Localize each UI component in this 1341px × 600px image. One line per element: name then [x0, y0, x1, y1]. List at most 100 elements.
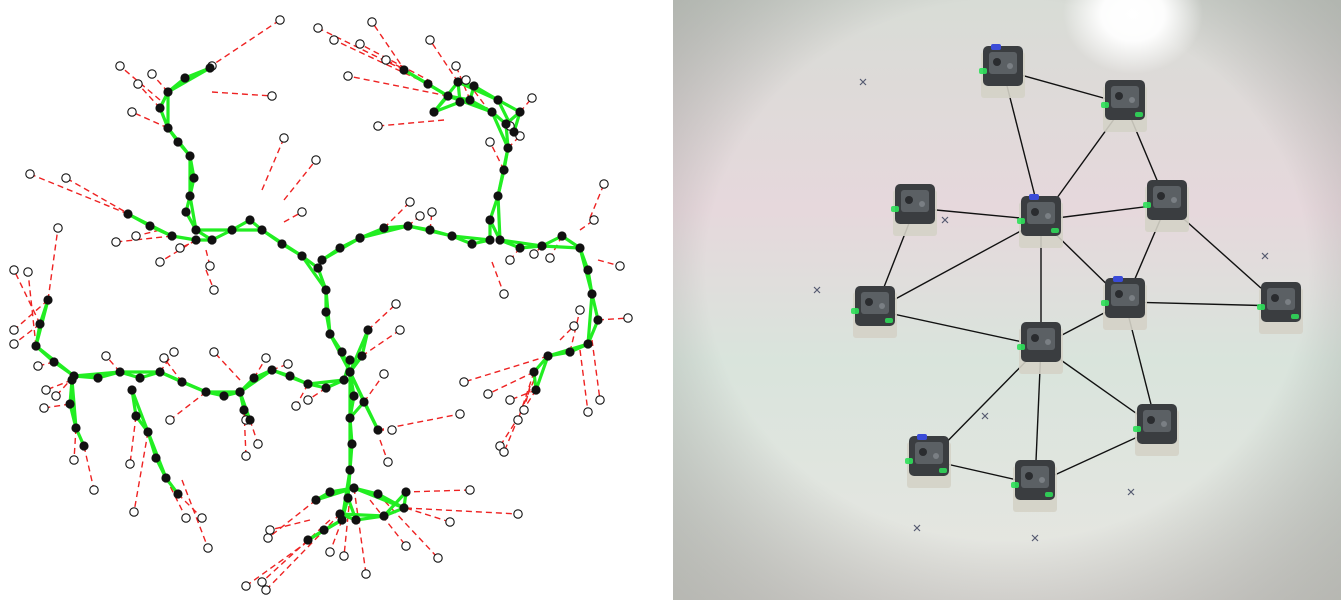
robot-photo-panel	[673, 0, 1341, 600]
target-marker	[461, 75, 471, 85]
robot-led	[1017, 344, 1025, 350]
target-line	[455, 65, 471, 101]
robot-node	[313, 263, 323, 273]
robot-node	[303, 535, 313, 545]
target-marker	[159, 353, 169, 363]
robot-node	[239, 405, 249, 415]
robot-node	[503, 143, 513, 153]
target-marker	[69, 455, 79, 465]
robot-node	[311, 495, 321, 505]
target-marker	[263, 533, 273, 543]
robot-node	[379, 223, 389, 233]
robot-node	[583, 265, 593, 275]
target-line	[261, 137, 285, 191]
robot-led	[1101, 300, 1109, 306]
robot-led	[1101, 102, 1109, 108]
robot-node	[447, 231, 457, 241]
robot-sensor	[1007, 63, 1013, 69]
target-marker	[39, 403, 49, 413]
floor-marker	[1261, 252, 1269, 260]
robot-wheel	[1025, 472, 1033, 480]
robot-node	[359, 397, 369, 407]
robot-sensor	[1285, 299, 1291, 305]
target-marker	[325, 547, 335, 557]
robot	[1101, 80, 1147, 132]
target-marker	[275, 15, 285, 25]
target-marker	[253, 439, 263, 449]
robot-node	[205, 63, 215, 73]
robot-led	[1051, 228, 1059, 233]
robot-led	[1133, 426, 1141, 432]
target-marker	[283, 359, 293, 369]
robot-node	[565, 347, 575, 357]
target-marker	[111, 237, 121, 247]
target-marker	[373, 121, 383, 131]
robot-sensor	[1161, 421, 1167, 427]
target-marker	[133, 79, 143, 89]
robot-node	[319, 525, 329, 535]
robot-led	[991, 44, 1001, 50]
robot-node	[337, 347, 347, 357]
robot-node	[245, 415, 255, 425]
target-marker	[41, 385, 51, 395]
robot-node	[465, 95, 475, 105]
light-glare	[1063, 0, 1203, 74]
robot-node	[485, 235, 495, 245]
robot-node	[493, 95, 503, 105]
robot	[979, 44, 1025, 98]
robot-node	[345, 367, 355, 377]
robot-node	[189, 173, 199, 183]
target-marker	[361, 569, 371, 579]
target-marker	[311, 155, 321, 165]
robot-node	[145, 221, 155, 231]
target-line	[317, 27, 405, 71]
robot-node	[321, 383, 331, 393]
robot-node	[485, 215, 495, 225]
mesh-edges	[34, 66, 600, 542]
robot-node	[65, 399, 75, 409]
robot-led	[1045, 492, 1053, 497]
target-line	[377, 119, 445, 127]
robot-sensor	[1171, 197, 1177, 203]
robot-node	[191, 225, 201, 235]
mesh-edge	[432, 100, 462, 114]
robot-node	[181, 207, 191, 217]
target-line	[361, 329, 401, 357]
target-line	[383, 201, 411, 229]
robot-node	[191, 235, 201, 245]
mesh-edge	[300, 254, 328, 292]
target-marker	[33, 361, 43, 371]
target-line	[359, 43, 433, 83]
robot-led	[939, 468, 947, 473]
robot-node	[285, 371, 295, 381]
target-line	[363, 373, 385, 403]
robot-sensor	[1039, 477, 1045, 483]
robot-node	[227, 225, 237, 235]
robot-node	[363, 325, 373, 335]
robot-node	[349, 391, 359, 401]
robot-node	[201, 387, 211, 397]
target-marker	[313, 23, 323, 33]
robot-node	[151, 453, 161, 463]
robot-node	[399, 65, 409, 75]
robot-wheel	[1115, 92, 1123, 100]
robot-node	[303, 379, 313, 389]
target-line	[119, 65, 161, 101]
robot-node	[207, 235, 217, 245]
target-line	[47, 227, 59, 301]
robot-wheel	[1115, 290, 1123, 298]
robot-node	[167, 231, 177, 241]
robot	[905, 434, 951, 488]
robot-node	[593, 315, 603, 325]
robot-node	[425, 225, 435, 235]
robot-node	[325, 487, 335, 497]
robot-led	[1135, 112, 1143, 117]
target-marker	[129, 507, 139, 517]
robot-node	[557, 231, 567, 241]
robot-led	[917, 434, 927, 440]
target-marker	[181, 513, 191, 523]
target-marker	[291, 401, 301, 411]
target-line	[115, 235, 173, 243]
robot	[1257, 282, 1303, 334]
target-marker	[513, 415, 523, 425]
